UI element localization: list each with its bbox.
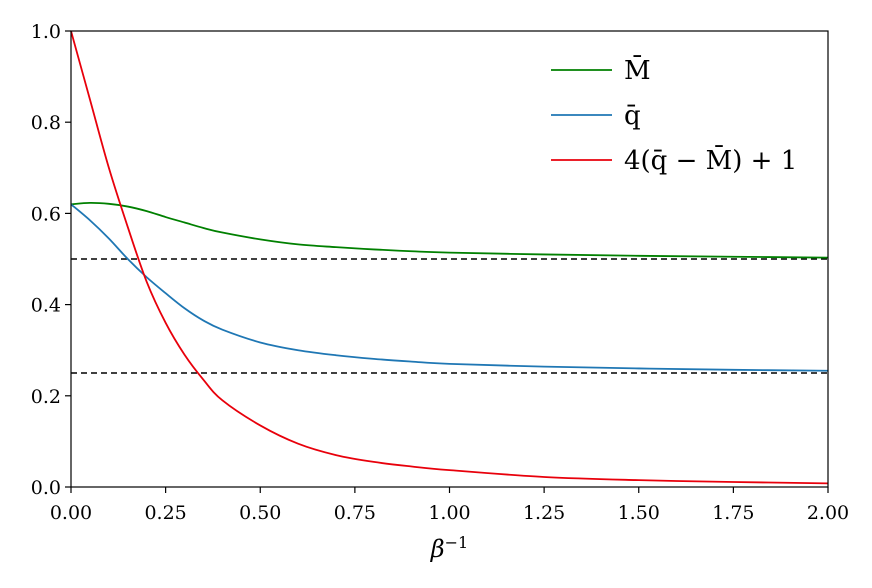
x-tick-label: 0.50 bbox=[239, 502, 281, 524]
legend: M̄ q̄ 4(q̄ − M̄) + 1 bbox=[551, 54, 797, 176]
y-tick-label: 0.4 bbox=[31, 295, 61, 317]
x-tick-label: 2.00 bbox=[807, 502, 849, 524]
legend-label: M̄ bbox=[624, 54, 651, 86]
legend-label: 4(q̄ − M̄) + 1 bbox=[624, 144, 797, 176]
reference-lines bbox=[71, 258, 828, 374]
y-tick-label: 0.2 bbox=[31, 386, 61, 408]
x-tick-label: 1.00 bbox=[428, 502, 470, 524]
x-axis-label: β−1 bbox=[430, 533, 468, 564]
series-line bbox=[70, 30, 829, 485]
x-tick-label: 1.50 bbox=[618, 502, 660, 524]
series-line bbox=[70, 203, 829, 372]
y-tick-label: 1.0 bbox=[31, 21, 61, 43]
x-tick-label: 1.75 bbox=[712, 502, 754, 524]
y-tick-label: 0.6 bbox=[31, 203, 61, 225]
y-tick-label: 0.0 bbox=[31, 477, 61, 499]
x-tick-label: 0.75 bbox=[334, 502, 376, 524]
series-line bbox=[70, 202, 829, 259]
legend-label: q̄ bbox=[624, 101, 641, 131]
x-tick-label: 0.00 bbox=[50, 502, 92, 524]
y-tick-label: 0.8 bbox=[31, 112, 61, 134]
x-tick-label: 1.25 bbox=[523, 502, 565, 524]
series-lines bbox=[70, 30, 829, 485]
y-axis-ticks: 0.0 0.2 0.4 0.6 0.8 1.0 bbox=[31, 21, 71, 499]
x-tick-label: 0.25 bbox=[144, 502, 186, 524]
x-axis-ticks: 0.00 0.25 0.50 0.75 1.00 1.25 1.50 1.75 2.00 bbox=[50, 487, 849, 524]
